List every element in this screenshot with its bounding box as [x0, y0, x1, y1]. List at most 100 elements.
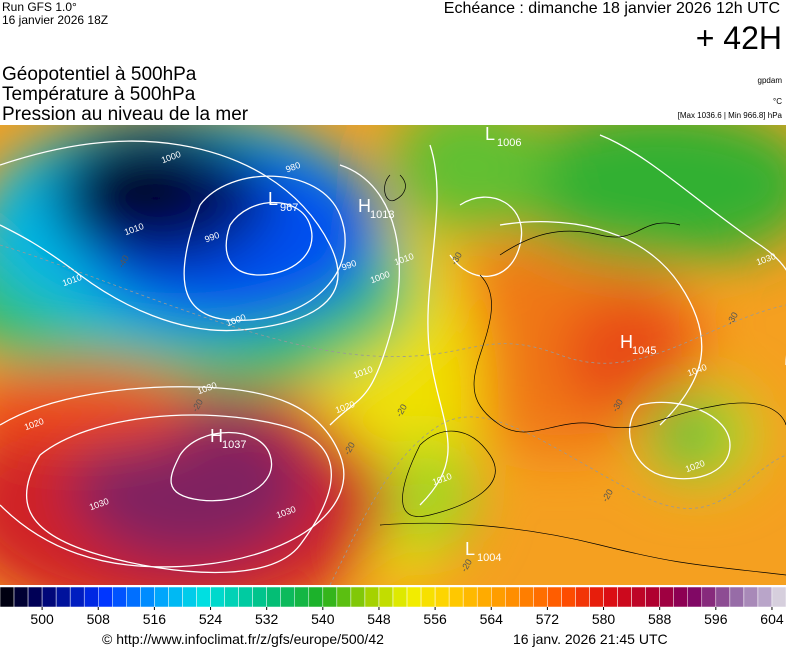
- colorbar-bin: [631, 586, 646, 608]
- pressure-letter: H: [210, 426, 223, 446]
- isotherms: [0, 244, 786, 585]
- colorbar-bin: [69, 586, 85, 608]
- colorbar-bin: [729, 586, 745, 608]
- pressure-value: 967: [280, 202, 298, 214]
- field: Pression au niveau de la mer: [2, 104, 249, 125]
- colorbar-bin: [575, 586, 590, 608]
- colorbar-tick-label: 516: [143, 611, 167, 627]
- colorbar-tick-label: 500: [30, 611, 54, 627]
- run-date: 16 janvier 2026 18Z: [2, 13, 109, 27]
- colorbar-bin: [210, 586, 225, 608]
- colorbar-bin: [448, 586, 464, 608]
- colorbar-bin: [322, 586, 338, 608]
- field: Température à 500hPa: [2, 84, 196, 105]
- colorbar-tick-label: 540: [311, 611, 335, 627]
- pressure-value: 1004: [477, 552, 501, 564]
- colorbar-tick-label: 564: [480, 611, 504, 627]
- colorbar-bin: [715, 586, 731, 608]
- colorbar-bin: [757, 586, 773, 608]
- colorbar-bin: [238, 586, 253, 608]
- colorbar-bin: [0, 586, 15, 608]
- colorbar-bin: [617, 586, 632, 608]
- colorbar-bin: [561, 586, 576, 608]
- pressure-letter: L: [485, 125, 495, 144]
- colorbar-bin: [336, 586, 352, 608]
- pressure-letter: L: [268, 189, 278, 209]
- colorbar-tick-label: 596: [704, 611, 728, 627]
- colorbar-bin: [280, 586, 296, 608]
- colorbar-bin: [743, 586, 759, 608]
- colorbar-tick-label: 604: [760, 611, 784, 627]
- colorbar-bin: [392, 586, 408, 608]
- pressure-letter: H: [358, 196, 371, 216]
- colorbar-tick-label: 580: [592, 611, 616, 627]
- colorbar-bin: [350, 586, 366, 608]
- colorbar-bin: [771, 586, 786, 608]
- temperature-field: [0, 125, 786, 585]
- pressure-value: 1045: [632, 345, 656, 357]
- pressure-value: 1006: [497, 137, 521, 149]
- colorbar-bin: [519, 586, 534, 608]
- colorbar-tick-label: 556: [423, 611, 447, 627]
- colorbar-bin: [505, 586, 520, 608]
- colorbar-bin: [13, 586, 29, 608]
- colorbar-bin: [140, 586, 155, 608]
- timestamp: 16 janv. 2026 21:45 UTC: [513, 631, 668, 647]
- colorbar-bin: [687, 586, 703, 608]
- lead-time: + 42H: [695, 20, 782, 56]
- colorbar-bin: [41, 586, 57, 608]
- isobar-label: 990: [340, 258, 358, 273]
- colorbar-bin: [673, 586, 689, 608]
- colorbar-tick-label: 572: [536, 611, 560, 627]
- colorbar-tick-label: 532: [255, 611, 279, 627]
- pressure-letter: H: [620, 332, 633, 352]
- colorbar-bin: [462, 586, 478, 608]
- colorbar: 500 508 516 524 532 540 548 556 564 572 580 588 596 6…: [0, 586, 786, 627]
- colorbar-tick-label: 548: [367, 611, 391, 627]
- colorbar-bin: [294, 586, 310, 608]
- run: Run GFS 1.0°: [2, 0, 77, 14]
- unit: gpdam: [757, 76, 782, 85]
- unit: [Max 1036.6 | Min 966.8] hPa: [677, 111, 782, 120]
- colorbar-bin: [98, 586, 113, 608]
- colorbar-bin: [55, 586, 71, 608]
- pressure-value: 1037: [222, 439, 246, 451]
- colorbar-bin: [434, 586, 450, 608]
- pressure-value: 1013: [370, 209, 394, 221]
- colorbar-bin: [547, 586, 562, 608]
- colorbar-bin: [182, 586, 197, 608]
- echeance: Echéance : dimanche 18 janvier 2026 12h …: [443, 0, 780, 17]
- colorbar-bin: [645, 586, 660, 608]
- colorbar-bin: [420, 586, 436, 608]
- colorbar-bin: [308, 586, 324, 608]
- isobars: [0, 134, 786, 574]
- colorbar-bin: [112, 586, 127, 608]
- isobar-label: 990: [203, 230, 221, 245]
- colorbar-bin: [168, 586, 183, 608]
- colorbar-bin: [701, 586, 717, 608]
- colorbar-tick-label: 508: [87, 611, 111, 627]
- colorbar-bin: [533, 586, 548, 608]
- source-url: © http://www.infoclimat.fr/z/gfs/europe/…: [102, 631, 384, 647]
- isobar-label: 980: [284, 160, 302, 175]
- unit: °C: [773, 97, 782, 106]
- colorbar-bin: [491, 586, 506, 608]
- colorbar-bin: [196, 586, 211, 608]
- colorbar-tick-label: 524: [199, 611, 223, 627]
- colorbar-bin: [378, 586, 394, 608]
- colorbar-bin: [603, 586, 618, 608]
- pressure-letter: L: [465, 539, 475, 559]
- colorbar-bin: [266, 586, 281, 608]
- colorbar-tick-label: 588: [648, 611, 672, 627]
- colorbar-bin: [476, 586, 492, 608]
- colorbar-bin: [154, 586, 169, 608]
- field: Géopotentiel à 500hPa: [2, 64, 197, 85]
- coastlines: [379, 174, 786, 576]
- colorbar-bin: [252, 586, 267, 608]
- colorbar-bin: [659, 586, 674, 608]
- colorbar-bin: [224, 586, 239, 608]
- colorbar-bin: [589, 586, 604, 608]
- colorbar-bin: [83, 586, 99, 608]
